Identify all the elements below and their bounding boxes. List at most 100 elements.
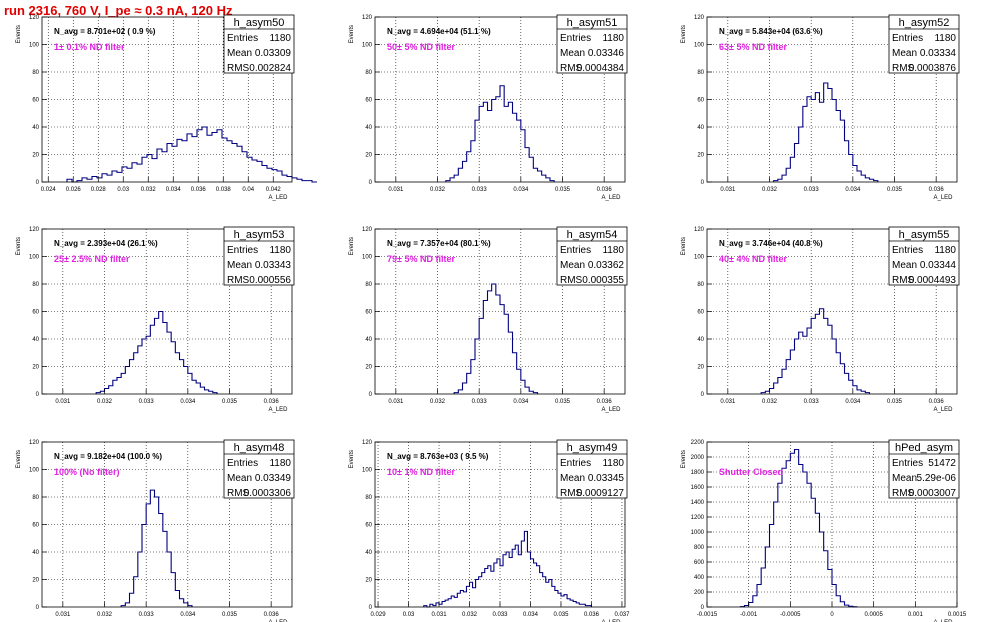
x-tick-label: 0.032 — [762, 399, 778, 405]
x-tick-label: 0 — [830, 612, 834, 618]
y-tick-label: 120 — [362, 227, 373, 233]
y-tick-label: 0 — [36, 180, 40, 186]
y-tick-label: 80 — [365, 282, 372, 288]
filter-annotation: 25± 2.5% ND filter — [54, 254, 130, 264]
navg-annotation: N_avg = 3.746e+04 (40.8 %) — [719, 239, 823, 248]
filter-annotation: Shutter Closed — [719, 467, 783, 477]
navg-annotation: N_avg = 2.393e+04 (26.1 %) — [54, 239, 158, 248]
y-axis-label: Events — [16, 450, 22, 468]
stats-mean-label: Mean — [560, 48, 585, 59]
stats-mean-value: 0.03343 — [255, 260, 292, 271]
y-tick-label: 20 — [365, 153, 372, 159]
x-tick-label: 0.032 — [141, 187, 157, 193]
histogram-line — [773, 82, 879, 182]
y-tick-label: 200 — [694, 590, 705, 596]
filter-annotation: 1± 0.1% ND filter — [54, 42, 125, 52]
stats-mean-value: 0.03349 — [255, 473, 292, 484]
x-tick-label: 0.036 — [264, 612, 280, 618]
y-tick-label: 100 — [362, 43, 373, 49]
x-tick-label: 0.033 — [472, 399, 488, 405]
stats-mean-label: Mean — [227, 48, 252, 59]
x-tick-label: 0.034 — [180, 399, 196, 405]
x-tick-label: 0.034 — [845, 399, 861, 405]
y-tick-label: 80 — [365, 495, 372, 501]
x-tick-label: 0.038 — [216, 187, 232, 193]
y-tick-label: 120 — [29, 227, 40, 233]
stats-mean-label: Mean — [892, 473, 917, 484]
x-tick-label: 0.033 — [139, 399, 155, 405]
stats-rms-label: RMS — [560, 63, 583, 74]
y-tick-label: 120 — [694, 227, 705, 233]
x-tick-label: 0.0005 — [864, 612, 883, 618]
stats-mean-value: 5.29e-06 — [917, 473, 957, 484]
x-tick-label: 0.033 — [492, 612, 508, 618]
y-tick-label: 1000 — [691, 530, 705, 536]
y-tick-label: 800 — [694, 545, 705, 551]
histogram-line — [445, 85, 555, 182]
x-tick-label: 0.035 — [222, 612, 238, 618]
x-tick-label: 0.036 — [597, 187, 613, 193]
y-tick-label: 80 — [697, 282, 704, 288]
stats-rms-value: 0.000355 — [582, 275, 624, 286]
y-tick-label: 20 — [32, 365, 39, 371]
histogram-title: h_asym52 — [899, 17, 950, 29]
y-tick-label: 40 — [697, 125, 704, 131]
x-tick-label: 0.031 — [432, 612, 448, 618]
stats-rms-value: 0.0004384 — [577, 63, 625, 74]
x-tick-label: 0.024 — [41, 187, 57, 193]
x-axis-label: A_LED — [601, 620, 621, 622]
y-tick-label: 0 — [369, 180, 373, 186]
y-tick-label: 0 — [369, 605, 373, 611]
x-axis-label: A_LED — [601, 407, 621, 413]
stats-entries-value: 1180 — [602, 458, 624, 469]
stats-mean-label: Mean — [892, 260, 917, 271]
y-tick-label: 60 — [32, 98, 39, 104]
x-axis-label: A_LED — [268, 620, 288, 622]
stats-rms-value: 0.0009127 — [577, 488, 625, 499]
x-tick-label: 0.032 — [430, 187, 446, 193]
stats-entries-label: Entries — [227, 33, 258, 44]
x-tick-label: 0.032 — [762, 187, 778, 193]
stats-rms-value: 0.0003306 — [244, 488, 292, 499]
y-tick-label: 1200 — [691, 515, 705, 521]
y-tick-label: 80 — [32, 495, 39, 501]
y-tick-label: 100 — [29, 255, 40, 261]
filter-annotation: 100% (No filter) — [54, 467, 120, 477]
y-axis-label: Events — [349, 450, 355, 468]
stats-entries-value: 1180 — [269, 458, 291, 469]
x-tick-label: 0.031 — [55, 612, 71, 618]
y-tick-label: 60 — [697, 310, 704, 316]
histogram-title: h_asym55 — [899, 229, 950, 241]
y-tick-label: 60 — [697, 98, 704, 104]
stats-box — [888, 439, 960, 499]
stats-mean-label: Mean — [227, 473, 252, 484]
histogram-title: hPed_asym — [895, 442, 953, 454]
y-tick-label: 80 — [32, 70, 39, 76]
x-tick-label: 0.0015 — [948, 612, 967, 618]
stats-entries-value: 1180 — [934, 245, 956, 256]
stats-entries-value: 1180 — [602, 33, 624, 44]
histogram-line — [760, 308, 871, 394]
y-axis-label: Events — [349, 237, 355, 255]
histogram-line — [66, 126, 317, 183]
stats-mean-value: 0.03345 — [588, 473, 625, 484]
x-tick-label: 0.036 — [929, 187, 945, 193]
stats-rms-value: 0.0003876 — [909, 63, 957, 74]
stats-entries-label: Entries — [560, 245, 591, 256]
stats-box — [223, 14, 295, 74]
stats-box — [223, 226, 295, 286]
x-tick-label: 0.04 — [242, 187, 254, 193]
y-tick-label: 0 — [369, 392, 373, 398]
y-tick-label: 80 — [32, 282, 39, 288]
navg-annotation: N_avg = 4.694e+04 (51.1 %) — [387, 27, 491, 36]
y-tick-label: 120 — [362, 15, 373, 21]
x-tick-label: 0.035 — [222, 399, 238, 405]
y-tick-label: 60 — [365, 98, 372, 104]
y-tick-label: 100 — [694, 255, 705, 261]
x-tick-label: 0.033 — [804, 399, 820, 405]
stats-mean-value: 0.03346 — [588, 48, 625, 59]
x-tick-label: 0.036 — [584, 612, 600, 618]
y-tick-label: 20 — [365, 365, 372, 371]
stats-rms-value: 0.000556 — [249, 275, 291, 286]
navg-annotation: N_avg = 8.763e+03 ( 9.5 %) — [387, 452, 489, 461]
